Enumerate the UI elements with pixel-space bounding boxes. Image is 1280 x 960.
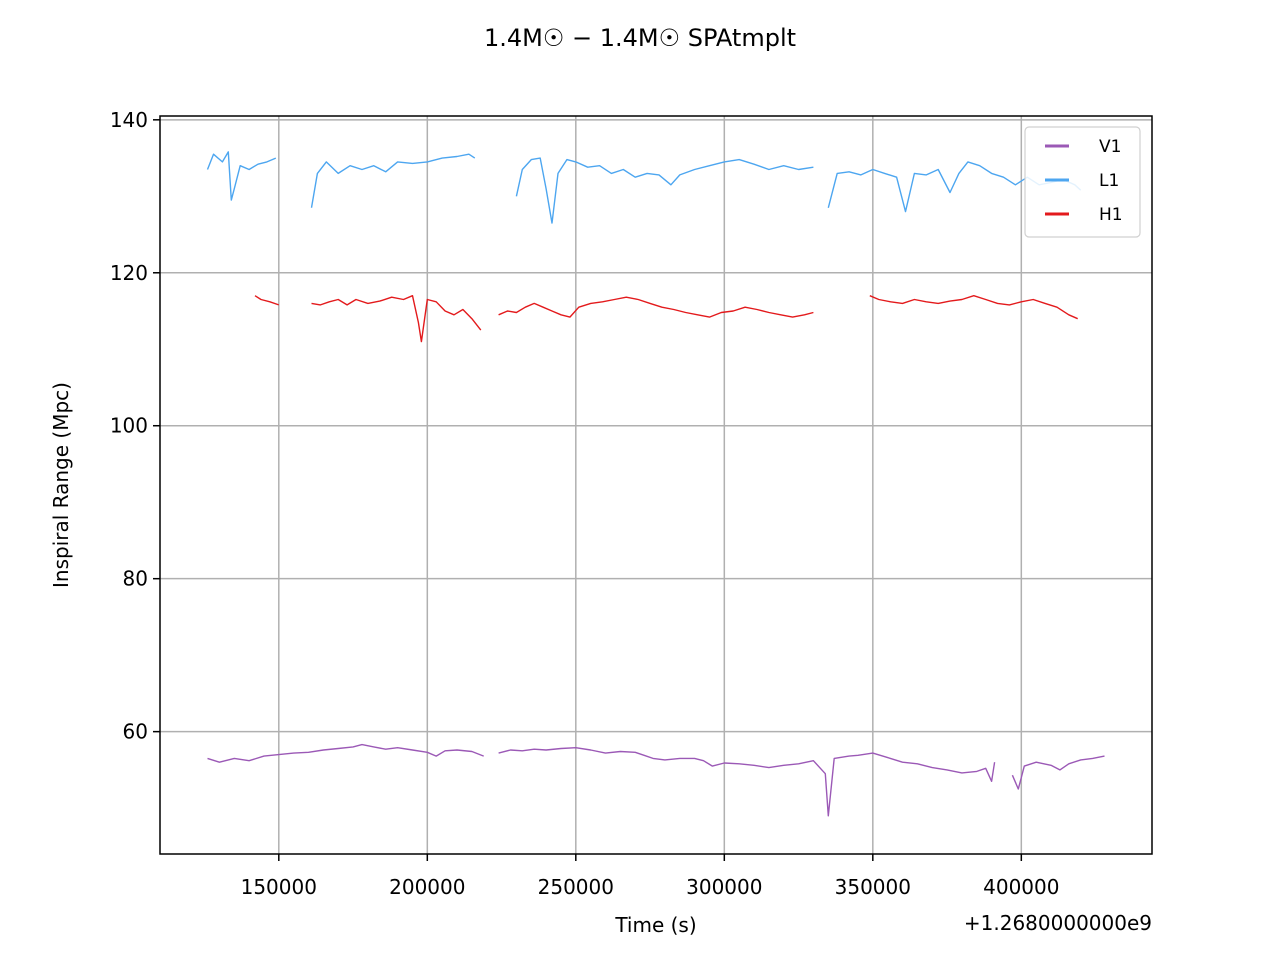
y-tick-label: 140: [110, 108, 148, 132]
y-tick-label: 80: [123, 567, 148, 591]
series-line-v1: [1011, 755, 1105, 790]
x-offset-text: +1.2680000000e9: [964, 911, 1152, 935]
series-line-h1: [498, 296, 814, 318]
series-line-h1: [311, 295, 482, 343]
series-v1: [207, 743, 1105, 817]
x-tick-label: 300000: [686, 875, 762, 899]
x-tick-label: 350000: [835, 875, 911, 899]
y-tick-label: 120: [110, 261, 148, 285]
series-line-l1: [515, 157, 814, 224]
series-line-v1: [207, 743, 484, 763]
series-layer: [206, 151, 1105, 817]
x-axis-label: Time (s): [614, 913, 696, 937]
y-ticks: 60 80 100 120 140: [110, 108, 160, 744]
series-line-l1: [310, 153, 476, 208]
plot-frame: [159, 115, 1153, 855]
chart-title: 1.4M☉ − 1.4M☉ SPAtmplt: [484, 24, 796, 52]
series-line-h1: [869, 295, 1078, 320]
legend: V1 L1 H1: [1024, 126, 1141, 238]
x-tick-label: 150000: [241, 875, 317, 899]
series-line-l1: [206, 151, 277, 201]
x-tick-label: 200000: [389, 875, 465, 899]
legend-box: [1024, 126, 1141, 238]
y-axis-label: Inspiral Range (Mpc): [49, 382, 73, 588]
series-line-v1: [498, 747, 996, 817]
x-tick-label: 400000: [983, 875, 1059, 899]
x-tick-label: 250000: [538, 875, 614, 899]
series-h1: [254, 295, 1078, 343]
y-tick-label: 60: [123, 720, 148, 744]
grid: [160, 116, 1152, 854]
series-l1: [206, 151, 1082, 224]
x-ticks: 150000 200000 250000 300000 350000 400000: [241, 854, 1059, 899]
series-line-h1: [254, 295, 280, 306]
legend-label-h1: H1: [1099, 205, 1123, 225]
y-tick-label: 100: [110, 414, 148, 438]
legend-label-l1: L1: [1099, 171, 1119, 191]
legend-label-v1: V1: [1099, 137, 1121, 157]
